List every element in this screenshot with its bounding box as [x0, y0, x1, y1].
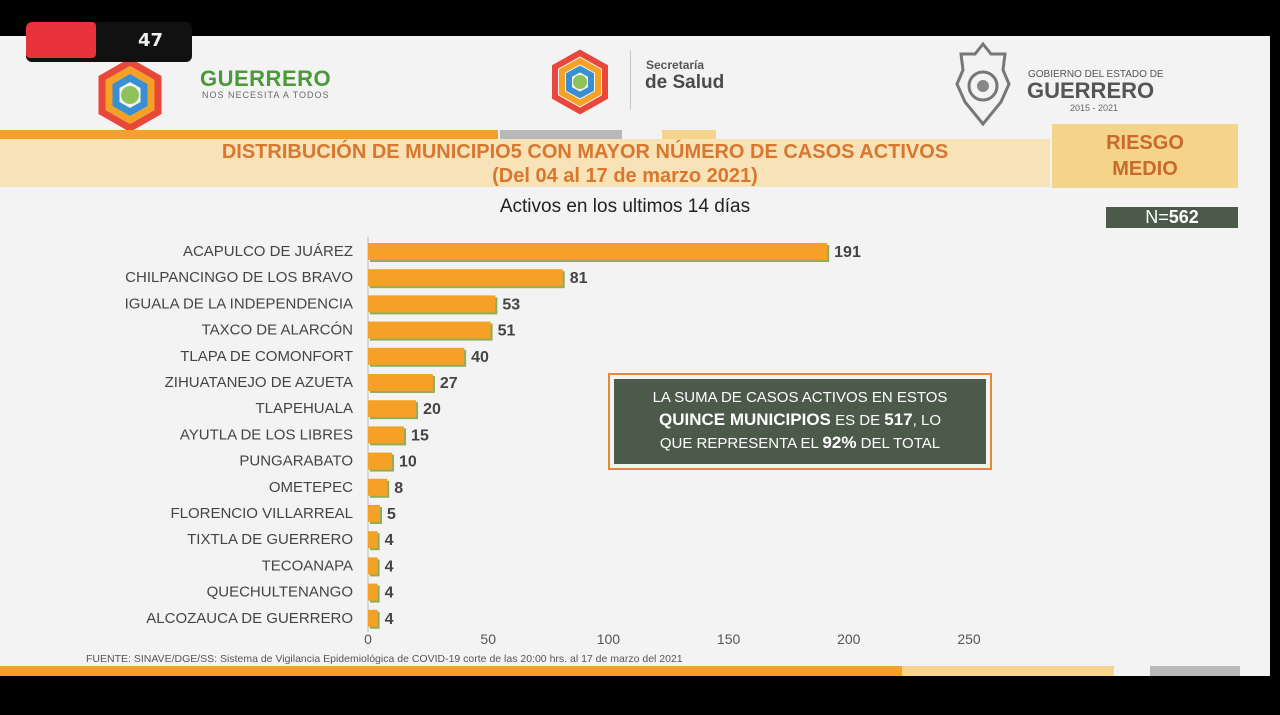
footer-strip-cream — [902, 666, 1114, 676]
bar — [368, 269, 563, 287]
data-label: 53 — [502, 296, 520, 313]
note-text-lo: , LO — [912, 412, 941, 429]
slide-title: DISTRIBUCIÓN DE MUNICIPIO5 CON MAYOR NÚM… — [221, 141, 949, 163]
bar — [368, 531, 378, 549]
data-label: 20 — [423, 401, 441, 418]
data-label: 27 — [440, 375, 458, 392]
risk-line-1: RIESGO — [1106, 132, 1184, 154]
note-text-es-de: ES DE — [830, 412, 885, 429]
title-band — [0, 139, 1050, 187]
government-label: GOBIERNO DEL ESTADO DE — [1028, 69, 1164, 80]
note-emph-sum: 517 — [884, 410, 913, 429]
bar — [368, 243, 828, 260]
live-indicator — [26, 22, 96, 58]
footer-strip-orange — [0, 666, 902, 676]
category-label: ALCOZAUCA DE GUERRERO — [146, 610, 353, 627]
guerrero-logo-icon — [98, 57, 162, 133]
bar — [368, 426, 405, 444]
bar — [368, 374, 433, 391]
data-label: 191 — [834, 244, 861, 261]
summary-note-panel: LA SUMA DE CASOS ACTIVOS EN ESTOS QUINCE… — [614, 379, 986, 464]
risk-badge: RIESGO MEDIO — [1052, 124, 1238, 188]
slide: GUERRERO NOS NECESITA A TODOS Secretaría… — [0, 36, 1270, 676]
risk-line-2: MEDIO — [1112, 158, 1178, 180]
bar — [368, 347, 465, 365]
x-tick-label: 0 — [364, 631, 372, 647]
n-value: 562 — [1168, 207, 1199, 227]
viewer-count: 47 — [138, 30, 164, 51]
brand-name: GUERRERO — [200, 66, 332, 91]
top-strip-gray — [500, 130, 622, 139]
x-tick-label: 150 — [717, 631, 741, 647]
note-line-2: QUINCE MUNICIPIOS ES DE 517, LO — [614, 409, 986, 432]
data-label: 81 — [570, 270, 588, 287]
category-label: ACAPULCO DE JUÁREZ — [183, 243, 353, 260]
category-label: TLAPEHUALA — [255, 400, 353, 417]
bar — [368, 557, 378, 575]
category-label: TIXTLA DE GUERRERO — [187, 531, 353, 548]
header-divider — [630, 50, 631, 110]
data-label: 4 — [385, 558, 394, 575]
x-tick-label: 50 — [480, 631, 496, 647]
data-label: 10 — [399, 454, 417, 471]
top-strip-orange — [0, 130, 498, 139]
note-text-total: DEL TOTAL — [856, 435, 941, 452]
secretaria-name: de Salud — [645, 72, 725, 93]
data-label: 15 — [411, 427, 429, 444]
n-label: N= — [1145, 207, 1169, 227]
bar — [368, 321, 491, 339]
bar — [368, 505, 381, 522]
brand-tagline: NOS NECESITA A TODOS — [202, 90, 330, 100]
government-name: GUERRERO — [1027, 78, 1155, 103]
secretaria-label: Secretaría — [646, 58, 705, 72]
bar-chart: ACAPULCO DE JUÁREZ 191 CHILPANCINGO DE LOS… — [125, 237, 981, 647]
category-label: TLAPA DE COMONFORT — [180, 348, 353, 365]
data-label: 51 — [498, 323, 516, 340]
data-label: 4 — [385, 585, 394, 602]
category-label: IGUALA DE LA INDEPENDENCIA — [125, 295, 353, 312]
note-line-3: QUE REPRESENTA EL 92% DEL TOTAL — [614, 432, 986, 455]
government-years: 2015 - 2021 — [1070, 103, 1119, 113]
bar — [368, 452, 393, 470]
category-label: ZIHUATANEJO DE AZUETA — [165, 374, 353, 391]
note-emph-municipios: QUINCE MUNICIPIOS — [659, 410, 831, 429]
category-label: OMETEPEC — [269, 479, 353, 496]
category-label: TAXCO DE ALARCÓN — [202, 322, 353, 339]
live-overlay-badge[interactable]: 47 — [26, 22, 192, 62]
note-emph-percent: 92% — [822, 433, 857, 452]
x-tick-label: 250 — [957, 631, 981, 647]
total-n-badge: N=562 — [1106, 207, 1238, 228]
data-label: 4 — [385, 532, 394, 549]
bar — [368, 609, 378, 627]
slide-date-range: (Del 04 al 17 de marzo 2021) — [492, 165, 758, 187]
data-label: 8 — [394, 480, 403, 497]
category-label: CHILPANCINGO DE LOS BRAVO — [125, 269, 353, 286]
category-label: TECOANAPA — [262, 557, 353, 574]
state-crest-icon — [955, 41, 1011, 127]
summary-note: LA SUMA DE CASOS ACTIVOS EN ESTOS QUINCE… — [608, 373, 992, 470]
category-label: FLORENCIO VILLARREAL — [170, 505, 353, 522]
data-label: 40 — [471, 349, 489, 366]
footer-strip-gray — [1150, 666, 1240, 676]
bar — [368, 400, 417, 418]
chart-title: Activos en los ultimos 14 días — [499, 196, 751, 217]
category-label: QUECHULTENANGO — [207, 584, 353, 601]
category-label: PUNGARABATO — [239, 453, 353, 470]
x-tick-label: 100 — [597, 631, 621, 647]
bar — [368, 295, 496, 313]
bar — [368, 583, 378, 601]
bar — [368, 478, 388, 496]
category-label: AYUTLA DE LOS LIBRES — [180, 426, 353, 443]
data-label: 5 — [387, 506, 396, 523]
health-logo-icon — [552, 49, 608, 115]
x-tick-label: 200 — [837, 631, 861, 647]
note-line-1: LA SUMA DE CASOS ACTIVOS EN ESTOS — [652, 389, 948, 406]
top-strip-cream — [662, 130, 716, 139]
data-label: 4 — [385, 611, 394, 628]
source-note: FUENTE: SINAVE/DGE/SS: Sistema de Vigila… — [86, 653, 683, 665]
note-text-represents: QUE REPRESENTA EL — [659, 435, 823, 452]
